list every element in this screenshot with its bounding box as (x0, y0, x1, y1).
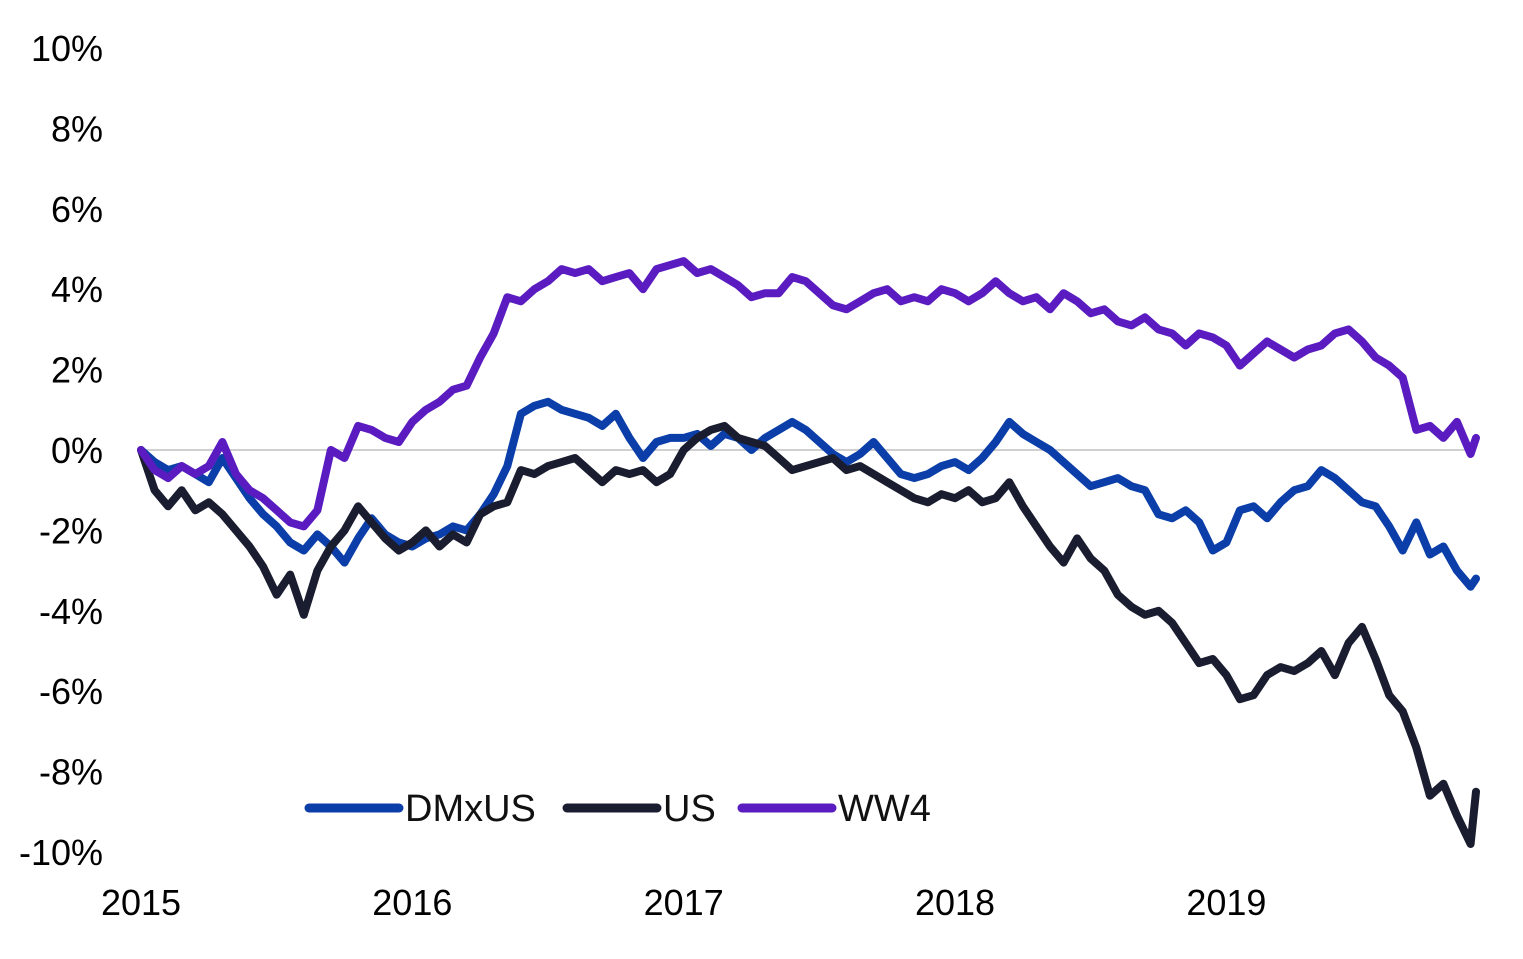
x-tick-label: 2017 (644, 882, 724, 923)
y-tick-label: -8% (39, 752, 103, 793)
x-tick-label: 2018 (915, 882, 995, 923)
y-axis-tick-labels: 10% 8% 6% 4% 2% 0% -2% -4% -6% -8% -10% (19, 28, 103, 873)
x-tick-label: 2019 (1186, 882, 1266, 923)
legend-label-us: US (663, 788, 716, 830)
y-tick-label: -10% (19, 832, 103, 873)
series-line-dmxus (137, 397, 1480, 591)
y-tick-label: -6% (39, 671, 103, 712)
series-line-ww4 (137, 257, 1480, 531)
y-tick-label: 8% (51, 108, 103, 149)
y-tick-label: 6% (51, 189, 103, 230)
x-tick-label: 2016 (372, 882, 452, 923)
legend-label-dmxus: DMxUS (405, 788, 536, 830)
y-tick-label: 4% (51, 269, 103, 310)
y-tick-label: 10% (31, 28, 103, 69)
y-tick-label: -4% (39, 591, 103, 632)
legend-label-ww4: WW4 (838, 788, 931, 830)
y-tick-label: 2% (51, 350, 103, 391)
legend: DMxUS US WW4 (304, 788, 931, 830)
y-tick-label: -2% (39, 510, 103, 551)
x-axis-tick-labels: 2015 2016 2017 2018 2019 (101, 882, 1266, 923)
series-lines (137, 257, 1480, 848)
series-line-us (137, 421, 1480, 848)
x-tick-label: 2015 (101, 882, 181, 923)
y-tick-label: 0% (51, 430, 103, 471)
